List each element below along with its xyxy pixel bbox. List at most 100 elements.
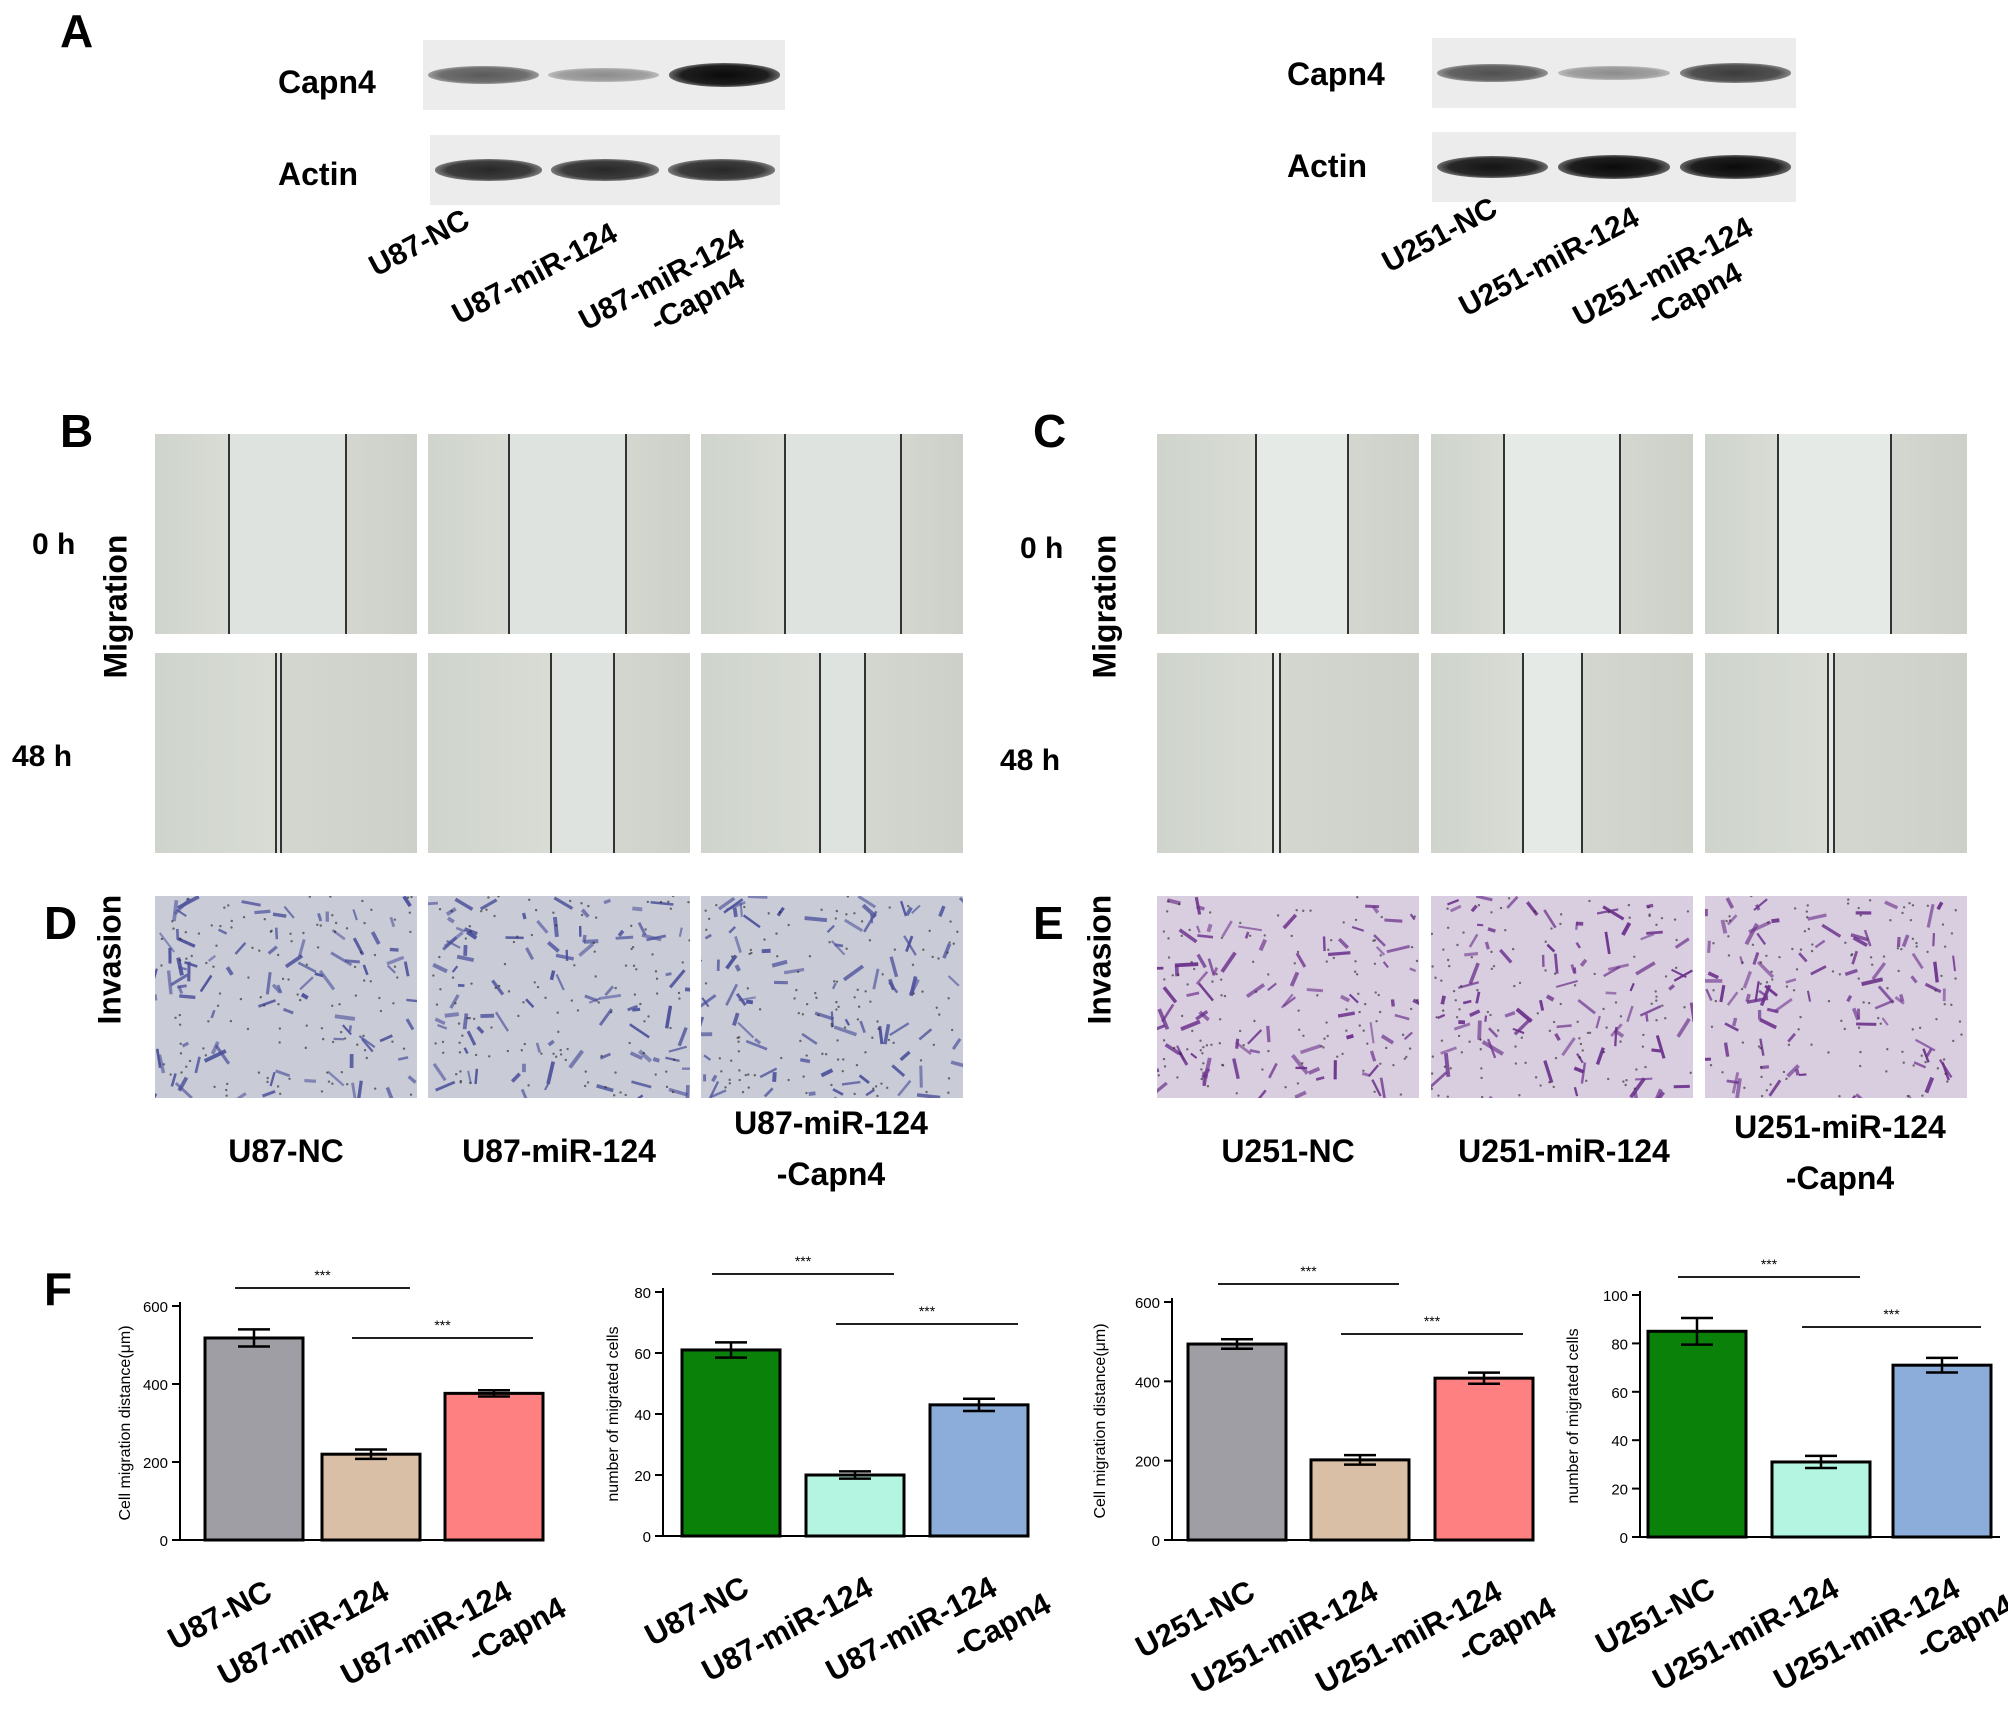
membrane-pore: [1202, 1045, 1205, 1049]
membrane-pore: [1889, 919, 1892, 922]
stained-cell: [491, 979, 505, 996]
membrane-pore: [1460, 1051, 1464, 1054]
stained-cell: [1646, 930, 1663, 935]
membrane-pore: [230, 919, 233, 923]
stained-cell: [763, 1087, 774, 1098]
stained-cell: [274, 927, 279, 940]
membrane-pore: [346, 1083, 349, 1086]
membrane-pore: [1476, 988, 1479, 992]
membrane-pore: [485, 908, 488, 911]
membrane-pore: [179, 937, 182, 941]
stained-cell: [403, 961, 410, 977]
membrane-pore: [1585, 1079, 1588, 1083]
membrane-pore: [639, 1002, 642, 1006]
membrane-pore: [1267, 973, 1270, 976]
stained-cell: [1453, 1022, 1471, 1031]
membrane-pore: [1778, 955, 1781, 959]
membrane-pore: [1559, 922, 1562, 926]
stained-cell: [546, 1061, 556, 1085]
membrane-pore: [225, 1088, 228, 1092]
membrane-pore: [642, 1051, 645, 1055]
membrane-pore: [1468, 1040, 1471, 1043]
stained-cell: [1639, 1005, 1662, 1017]
stained-cell: [536, 919, 549, 934]
stained-cell: [1196, 905, 1205, 911]
membrane-pore: [654, 970, 658, 973]
stained-cell: [1621, 922, 1632, 936]
stained-cell: [1468, 962, 1480, 985]
membrane-pore: [1850, 954, 1853, 957]
membrane-pore: [320, 1027, 324, 1030]
membrane-pore: [948, 941, 951, 944]
membrane-pore: [805, 1091, 808, 1095]
membrane-pore: [893, 948, 897, 951]
membrane-pore: [1309, 909, 1312, 912]
membrane-pore: [1186, 983, 1189, 986]
membrane-pore: [1576, 1020, 1579, 1024]
membrane-pore: [568, 899, 572, 903]
membrane-pore: [494, 986, 497, 990]
stained-cell: [1724, 1022, 1739, 1032]
membrane-pore: [1431, 1072, 1434, 1075]
membrane-pore: [1765, 981, 1769, 984]
membrane-pore: [665, 1085, 669, 1089]
stained-cell: [510, 1072, 522, 1083]
membrane-pore: [259, 996, 262, 999]
membrane-pore: [1440, 979, 1443, 982]
membrane-pore: [1578, 1037, 1581, 1040]
membrane-pore: [874, 1085, 878, 1088]
wound-edge-line: [345, 434, 347, 634]
stained-cell: [844, 1018, 851, 1026]
membrane-pore: [1206, 1085, 1210, 1088]
membrane-pore: [373, 1087, 377, 1090]
membrane-pore: [1490, 967, 1494, 971]
stained-cell: [462, 1013, 469, 1030]
blot-band: [1436, 155, 1549, 179]
membrane-pore: [776, 955, 779, 958]
membrane-pore: [1908, 902, 1911, 905]
stained-cell: [723, 898, 744, 914]
stained-cell: [155, 968, 158, 980]
stained-cell: [1924, 1076, 1935, 1094]
membrane-pore: [457, 1022, 461, 1025]
membrane-pore: [1554, 1056, 1558, 1060]
stained-cell: [1884, 900, 1899, 910]
membrane-pore: [185, 1065, 188, 1068]
stained-cell: [583, 939, 599, 944]
membrane-pore: [438, 955, 441, 959]
membrane-pore: [1769, 1083, 1772, 1086]
stained-cell: [451, 965, 459, 973]
membrane-pore: [278, 1027, 282, 1030]
stained-cell: [282, 1007, 294, 1015]
stained-cell: [254, 909, 271, 915]
membrane-pore: [468, 1016, 471, 1020]
stained-cell: [772, 1071, 777, 1082]
stained-cell: [771, 959, 788, 968]
membrane-pore: [1886, 1048, 1889, 1051]
membrane-pore: [1787, 1043, 1791, 1047]
membrane-pore: [1793, 907, 1797, 910]
membrane-pore: [1954, 977, 1957, 980]
stained-cell: [1157, 1008, 1170, 1030]
stained-cell: [678, 927, 683, 937]
membrane-pore: [269, 930, 273, 933]
stained-cell: [1247, 1029, 1263, 1045]
stained-cell: [1554, 1032, 1561, 1042]
membrane-pore: [263, 918, 267, 921]
membrane-pore: [329, 896, 332, 898]
stained-cell: [947, 975, 960, 987]
membrane-pore: [1378, 1010, 1382, 1014]
membrane-pore: [746, 987, 749, 990]
stained-cell: [1538, 999, 1545, 1011]
membrane-pore: [1559, 913, 1563, 916]
membrane-pore: [557, 1030, 560, 1034]
migration-image: [1157, 434, 1419, 634]
membrane-pore: [1896, 947, 1900, 950]
membrane-pore: [1840, 1019, 1843, 1023]
stained-cell: [177, 1076, 189, 1092]
membrane-pore: [1877, 1016, 1880, 1020]
stained-cell: [1367, 1064, 1380, 1078]
membrane-pore: [544, 996, 547, 1000]
stained-cell: [1936, 901, 1944, 911]
stained-cell: [1806, 990, 1812, 1002]
